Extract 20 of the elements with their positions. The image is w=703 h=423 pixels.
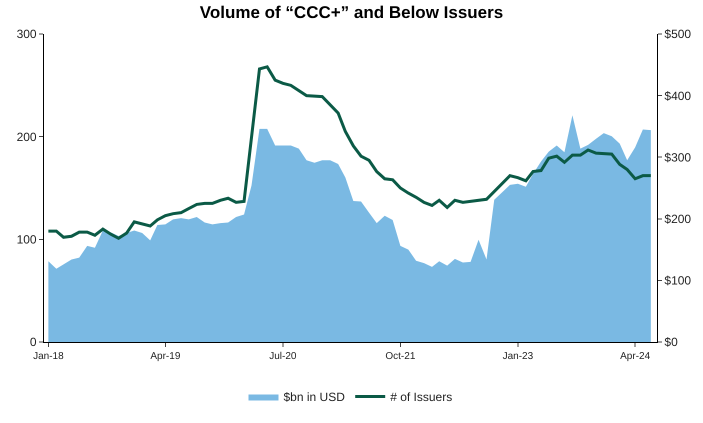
y2-tick-label: $100 [664,274,692,288]
y2-tick-label: $400 [664,88,692,103]
y-tick-label: 100 [16,232,37,247]
x-tick-label: Jan-23 [502,351,534,362]
y-tick-label: 200 [16,130,37,144]
y-tick-label: 0 [30,335,37,350]
x-tick-label: Apr-19 [150,351,181,362]
y2-tick-label: $200 [664,212,692,226]
x-tick-label: Jul-20 [269,351,297,362]
y2-tick-label: $0 [664,335,678,350]
y-tick-label: 300 [16,27,37,42]
x-tick-label: Oct-21 [385,351,416,362]
x-tick-label: Apr-24 [620,351,651,362]
line-series [46,65,652,240]
y2-tick-label: $500 [664,27,692,42]
y2-tick-label: $300 [664,150,692,164]
legend-label: $bn in USD [284,390,346,404]
x-tick-label: Jan-18 [33,351,64,362]
chart-title: Volume of “CCC+” and Below Issuers [200,3,504,22]
legend-label: # of Issuers [390,390,452,404]
